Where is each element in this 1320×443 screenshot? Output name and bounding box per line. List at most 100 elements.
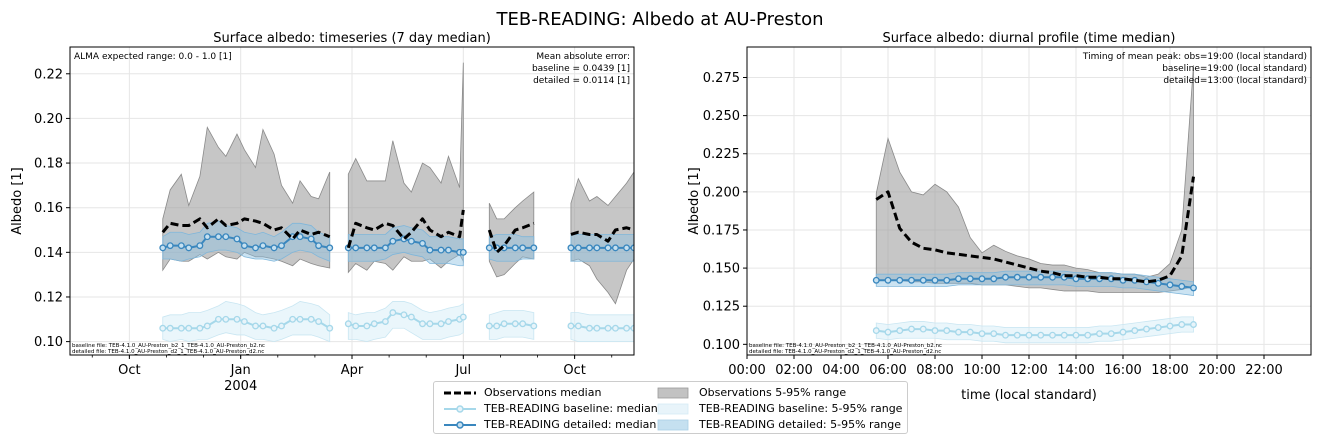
detailed-range-band (347, 225, 464, 267)
detailed-median-point (978, 275, 986, 283)
detailed-median-point (530, 244, 538, 252)
detailed-median-point (611, 244, 619, 252)
baseline-median-point (574, 322, 582, 330)
baseline-median-point (289, 315, 297, 323)
baseline-median-point (896, 327, 904, 335)
y-tick-label: 0.225 (703, 147, 740, 162)
y-tick-label: 0.10 (34, 335, 63, 350)
y-tick-label: 0.125 (703, 300, 740, 315)
detailed-median-point (519, 244, 527, 252)
y-tick-label: 0.16 (34, 201, 63, 216)
x-tick-label: 20:00 (1198, 363, 1235, 378)
detailed-median-point (1049, 273, 1056, 281)
baseline-median-point (344, 320, 352, 328)
legend-entry-obs-median: Observations median (484, 386, 602, 399)
baseline-median-point (1060, 331, 1068, 339)
detailed-median-point (990, 275, 998, 283)
y-axis-label: Albedo [1] (10, 167, 25, 235)
x-axis-label: time (local standard) (961, 388, 1097, 403)
baseline-median-point (445, 318, 452, 325)
legend-swatch-detailed-range (657, 419, 689, 431)
x-tick-label: 18:00 (1151, 363, 1188, 378)
detailed-median-point (1154, 279, 1162, 287)
x-tick-label: 04:00 (822, 363, 859, 378)
baseline-median-point (233, 315, 241, 323)
annotation-top-right: Timing of mean peak: obs=19:00 (local st… (1082, 52, 1307, 62)
y-tick-label: 0.275 (703, 71, 740, 86)
annotation-top-left: ALMA expected range: 0.0 - 1.0 [1] (74, 52, 232, 62)
detailed-median-point (966, 275, 974, 283)
y-tick-label: 0.20 (34, 112, 63, 127)
legend-swatches-right (657, 387, 689, 431)
baseline-median-point (1119, 328, 1127, 336)
detailed-median-point (586, 244, 593, 252)
baseline-median-point (1072, 331, 1080, 339)
legend-entry-detailed-range: TEB-READING detailed: 5-95% range (699, 418, 902, 431)
legend-swatch-obs-range (657, 387, 689, 399)
baseline-median-point (978, 330, 986, 338)
baseline-median-point (519, 320, 527, 328)
detailed-median-point (166, 242, 174, 250)
baseline-range-band (875, 316, 1194, 344)
detailed-median-point (955, 275, 962, 283)
detailed-median-point (604, 244, 612, 252)
detailed-median-point (574, 244, 582, 252)
annotation-top-right: baseline=19:00 (local standard) (1162, 64, 1307, 74)
detailed-median-point (1002, 273, 1009, 281)
x-tick-label: Oct (118, 363, 140, 378)
baseline-median-point (604, 324, 612, 332)
baseline-median-point (400, 311, 408, 319)
baseline-median-point (586, 324, 593, 332)
baseline-range-band (347, 301, 464, 343)
detailed-median-point (407, 237, 415, 245)
legend-swatch-detailed-marker (456, 421, 464, 429)
detailed-median-point (872, 276, 880, 284)
baseline-median-point (270, 324, 278, 332)
baseline-median-point (630, 324, 634, 332)
detailed-median-point (1166, 281, 1174, 289)
x-tick-label: 12:00 (1010, 363, 1047, 378)
obs-median-line (570, 226, 634, 243)
baseline-range-band (488, 309, 535, 340)
baseline-median-point (1049, 331, 1056, 339)
detailed-median-point (159, 244, 167, 252)
baseline-median-point (203, 322, 211, 330)
baseline-median-point (919, 325, 927, 333)
x-tick-label: 00:00 (728, 363, 765, 378)
baseline-median-point (1190, 321, 1197, 328)
y-tick-label: 0.250 (703, 109, 740, 124)
baseline-median-point (159, 324, 167, 332)
baseline-median-point (196, 324, 204, 332)
detailed-median-point (185, 244, 193, 252)
baseline-median-point (567, 322, 575, 330)
baseline-median-point (966, 328, 974, 336)
figure-suptitle: TEB-READING: Albedo at AU-Preston (495, 9, 823, 30)
obs-median-line (161, 217, 331, 241)
annotation-top-right: detailed=13:00 (local standard) (1163, 76, 1307, 86)
detailed-median-point (884, 276, 892, 284)
baseline-median-point (352, 322, 360, 330)
detailed-median-point (630, 244, 634, 252)
detailed-median-point (252, 244, 259, 252)
legend-entry-obs-range: Observations 5-95% range (699, 386, 847, 399)
baseline-median-point (493, 322, 501, 330)
legend-swatch-baseline-marker (456, 405, 464, 413)
detailed-median-point (445, 246, 452, 254)
baseline-range-band (570, 312, 634, 343)
y-tick-label: 0.175 (703, 223, 740, 238)
baseline-median-point (426, 320, 434, 328)
baseline-median-point (296, 315, 304, 323)
annotation-top-right: detailed = 0.0114 [1] (533, 76, 630, 86)
baseline-median-point (259, 322, 267, 330)
detailed-median-point (426, 246, 434, 254)
x-tick-label: 16:00 (1104, 363, 1141, 378)
baseline-median-point (407, 313, 415, 321)
detailed-median-point (233, 235, 241, 243)
y-tick-label: 0.14 (34, 246, 63, 261)
baseline-median-point (1131, 327, 1139, 335)
legend-swatches-left (444, 391, 476, 429)
obs-range-band (875, 65, 1194, 293)
baseline-median-point (500, 320, 508, 328)
